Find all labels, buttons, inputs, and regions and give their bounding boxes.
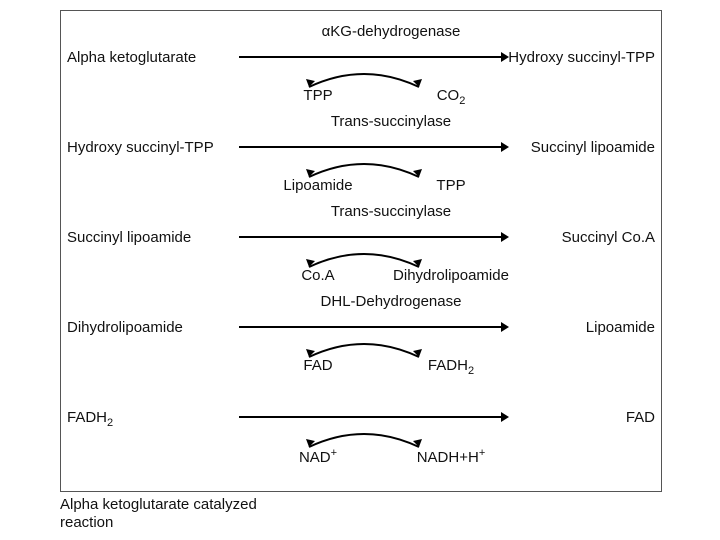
- reaction-row: Alpha ketoglutarate αKG-dehydrogenase Hyd…: [61, 17, 661, 107]
- product: FAD: [626, 409, 655, 426]
- reaction-row: FADH2 FAD NAD+ NADH+H+: [61, 377, 661, 467]
- cofactor-out: CO2: [391, 87, 511, 107]
- cofactor-out: TPP: [391, 177, 511, 194]
- enzyme-label: Trans-succinylase: [271, 113, 511, 130]
- cofactor-in: Lipoamide: [279, 177, 357, 194]
- substrate: Alpha ketoglutarate: [67, 49, 196, 66]
- product: Hydroxy succinyl-TPP: [508, 49, 655, 66]
- cofactor-in: NAD+: [279, 447, 357, 466]
- product: Lipoamide: [586, 319, 655, 336]
- cofactor-in: FAD: [279, 357, 357, 374]
- cofactor-in: TPP: [279, 87, 357, 104]
- caption: Alpha ketoglutarate catalyzedreaction: [60, 496, 257, 532]
- cofactor-in: Co.A: [279, 267, 357, 284]
- cofactor-out: NADH+H+: [391, 447, 511, 466]
- substrate: Succinyl lipoamide: [67, 229, 191, 246]
- enzyme-label: DHL-Dehydrogenase: [271, 293, 511, 310]
- cofactor-out: FADH2: [391, 357, 511, 377]
- substrate: Hydroxy succinyl-TPP: [67, 139, 214, 156]
- enzyme-label: Trans-succinylase: [271, 203, 511, 220]
- product: Succinyl Co.A: [562, 229, 655, 246]
- product: Succinyl lipoamide: [531, 139, 655, 156]
- reaction-row: Succinyl lipoamide Trans-succinylase Succ…: [61, 197, 661, 287]
- enzyme-label: αKG-dehydrogenase: [271, 23, 511, 40]
- substrate: FADH2: [67, 409, 113, 429]
- reaction-row: Hydroxy succinyl-TPP Trans-succinylase Su…: [61, 107, 661, 197]
- reaction-row: Dihydrolipoamide DHL-Dehydrogenase Lipoam…: [61, 287, 661, 377]
- cofactor-out: Dihydrolipoamide: [391, 267, 511, 284]
- substrate: Dihydrolipoamide: [67, 319, 183, 336]
- reaction-panel: Alpha ketoglutarate αKG-dehydrogenase Hyd…: [60, 10, 662, 492]
